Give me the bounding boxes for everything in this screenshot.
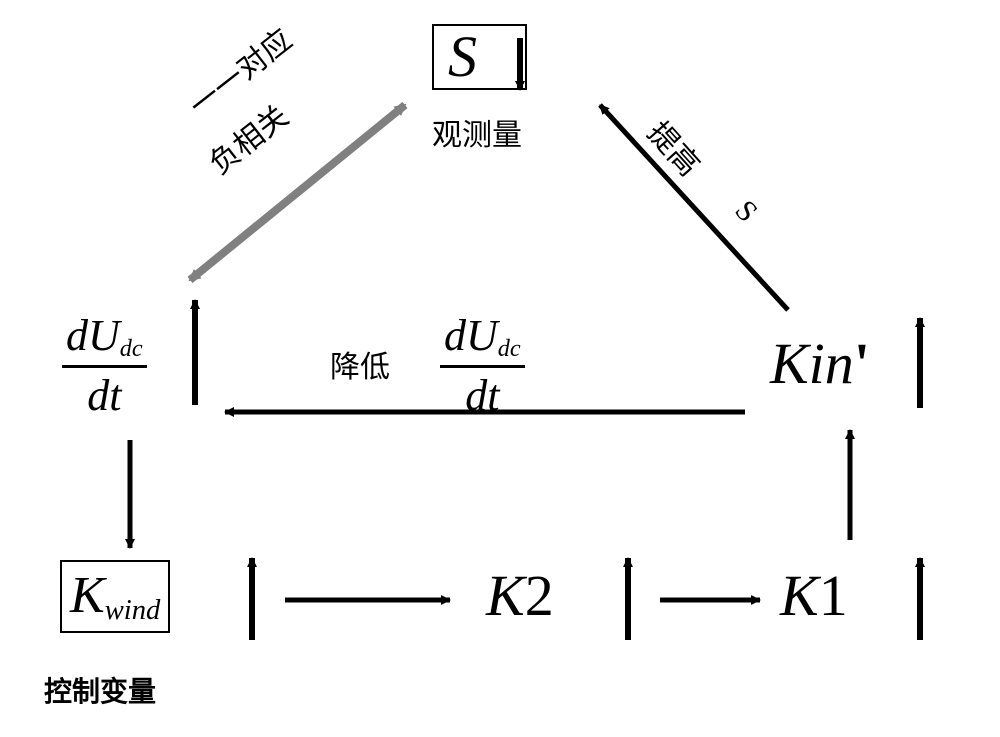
k1-num: 1 xyxy=(819,563,848,628)
dudt-num-sub: dc xyxy=(120,335,143,362)
k2-num: 2 xyxy=(525,563,554,628)
dudt-mid-den: dt xyxy=(440,368,525,421)
label-mid-jiangdi: 降低 xyxy=(330,342,390,386)
kinprime-text: Kin xyxy=(770,331,854,396)
node-kinprime: Kin' xyxy=(770,330,870,397)
kwind-sub: wind xyxy=(105,595,161,626)
dudt-num: dU xyxy=(66,311,120,360)
kinprime-prime: ' xyxy=(854,331,870,396)
dudt-den: dt xyxy=(62,368,147,421)
k2-k: K xyxy=(486,563,525,628)
dudt-mid-num: dU xyxy=(444,311,498,360)
label-ctrlvar: 控制变量 xyxy=(44,670,156,710)
node-k2: K2 xyxy=(486,562,554,629)
node-s: S xyxy=(432,24,527,90)
node-s-text: S xyxy=(448,24,477,89)
node-dudt-mid: dUdc dt xyxy=(440,310,525,421)
diagram-canvas: S 观测量 一一对应 负相关 提高 S dUdc dt 降低 dUdc dt K… xyxy=(0,0,1000,737)
label-topright-2: S xyxy=(728,194,764,229)
label-obs: 观测量 xyxy=(432,110,522,154)
label-topright-1: 提高 xyxy=(639,110,712,184)
node-dudt-left: dUdc dt xyxy=(62,310,147,421)
node-k1: K1 xyxy=(780,562,848,629)
k1-k: K xyxy=(780,563,819,628)
kwind-k: K xyxy=(70,567,105,624)
node-kwind: Kwind xyxy=(60,560,170,633)
dudt-mid-num-sub: dc xyxy=(498,335,521,362)
